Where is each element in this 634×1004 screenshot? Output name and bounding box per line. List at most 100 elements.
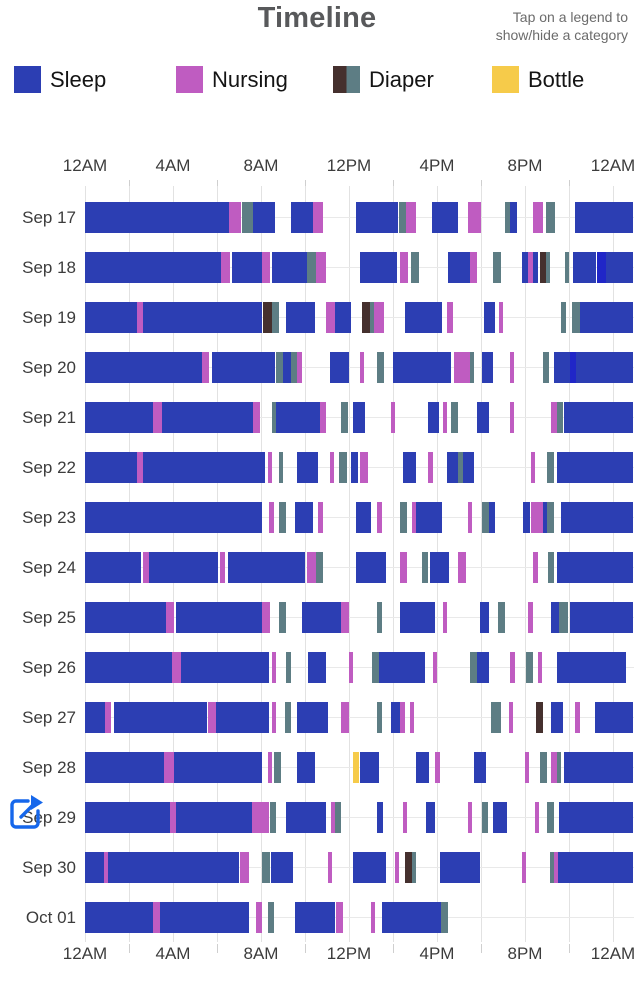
- segment-nursing[interactable]: [551, 402, 557, 433]
- segment-sleep[interactable]: [360, 252, 398, 283]
- segment-nursing[interactable]: [341, 602, 349, 633]
- segment-nursing[interactable]: [534, 802, 539, 833]
- segment-sleep[interactable]: [431, 202, 458, 233]
- segment-sleep[interactable]: [215, 702, 269, 733]
- segment-nursing[interactable]: [312, 202, 323, 233]
- segment-nursing[interactable]: [399, 252, 409, 283]
- segment-sleep[interactable]: [85, 802, 170, 833]
- segment-nursing[interactable]: [208, 702, 216, 733]
- segment-sleep[interactable]: [575, 352, 633, 383]
- segment-sleep[interactable]: [553, 352, 571, 383]
- segment-sleep[interactable]: [143, 452, 266, 483]
- segment-diaper[interactable]: [542, 352, 550, 383]
- segment-nursing[interactable]: [325, 302, 335, 333]
- segment-nursing[interactable]: [411, 502, 417, 533]
- segment-sleep[interactable]: [85, 402, 154, 433]
- segment-sleep[interactable]: [595, 702, 633, 733]
- segment-diaper[interactable]: [372, 652, 379, 683]
- segment-sleep[interactable]: [570, 602, 633, 633]
- segment-nursing[interactable]: [521, 852, 527, 883]
- segment-sleep[interactable]: [174, 752, 263, 783]
- segment-sleep[interactable]: [308, 652, 326, 683]
- segment-nursing[interactable]: [240, 852, 249, 883]
- segment-sleep[interactable]: [295, 502, 313, 533]
- segment-sleep[interactable]: [558, 852, 633, 883]
- segment-nursing[interactable]: [409, 702, 414, 733]
- segment-sleep[interactable]: [180, 652, 269, 683]
- segment-sleep[interactable]: [211, 352, 276, 383]
- segment-diaper_dirty[interactable]: [263, 302, 272, 333]
- segment-diaper[interactable]: [272, 402, 277, 433]
- segment-diaper[interactable]: [556, 402, 564, 433]
- segment-sleep[interactable]: [270, 852, 293, 883]
- segment-sleep[interactable]: [162, 402, 254, 433]
- segment-nursing[interactable]: [530, 452, 535, 483]
- segment-diaper[interactable]: [526, 652, 533, 683]
- segment-diaper[interactable]: [307, 252, 316, 283]
- segment-nursing[interactable]: [402, 802, 407, 833]
- segment-sleep[interactable]: [426, 802, 435, 833]
- segment-diaper[interactable]: [470, 352, 475, 383]
- segment-nursing[interactable]: [335, 902, 344, 933]
- segment-diaper[interactable]: [482, 802, 488, 833]
- share-export-button[interactable]: [6, 792, 46, 834]
- segment-sleep[interactable]: [448, 252, 470, 283]
- segment-sleep[interactable]: [143, 302, 263, 333]
- segment-sleep[interactable]: [574, 202, 633, 233]
- segment-sleep[interactable]: [378, 652, 425, 683]
- segment-sleep[interactable]: [563, 752, 633, 783]
- segment-diaper[interactable]: [272, 302, 279, 333]
- segment-sleep[interactable]: [272, 252, 308, 283]
- segment-diaper[interactable]: [545, 252, 551, 283]
- segment-diaper[interactable]: [399, 502, 408, 533]
- segment-nursing[interactable]: [395, 852, 400, 883]
- segment-sleep[interactable]: [551, 602, 560, 633]
- segment-diaper[interactable]: [547, 452, 554, 483]
- segment-sleep[interactable]: [430, 552, 450, 583]
- segment-sleep[interactable]: [580, 302, 633, 333]
- segment-sleep[interactable]: [355, 502, 371, 533]
- segment-sleep[interactable]: [561, 502, 633, 533]
- segment-sleep[interactable]: [85, 252, 222, 283]
- segment-sleep[interactable]: [85, 702, 105, 733]
- segment-sleep[interactable]: [474, 752, 487, 783]
- segment-diaper[interactable]: [561, 302, 566, 333]
- segment-sleep_overlap[interactable]: [570, 352, 576, 383]
- segment-sleep[interactable]: [176, 602, 263, 633]
- segment-nursing[interactable]: [428, 452, 433, 483]
- segment-sleep[interactable]: [85, 302, 137, 333]
- segment-nursing[interactable]: [574, 702, 580, 733]
- segment-nursing[interactable]: [446, 302, 454, 333]
- segment-sleep[interactable]: [232, 252, 263, 283]
- segment-nursing[interactable]: [320, 402, 326, 433]
- segment-sleep[interactable]: [556, 552, 633, 583]
- segment-nursing[interactable]: [268, 502, 275, 533]
- segment-nursing[interactable]: [143, 552, 149, 583]
- segment-sleep[interactable]: [286, 802, 326, 833]
- segment-nursing[interactable]: [272, 702, 277, 733]
- segment-nursing[interactable]: [399, 702, 406, 733]
- segment-diaper[interactable]: [556, 752, 562, 783]
- segment-nursing[interactable]: [530, 502, 543, 533]
- segment-sleep[interactable]: [521, 252, 529, 283]
- segment-sleep[interactable]: [295, 902, 335, 933]
- segment-sleep[interactable]: [393, 352, 452, 383]
- segment-nursing[interactable]: [442, 402, 447, 433]
- segment-nursing[interactable]: [390, 402, 395, 433]
- legend-item-diaper[interactable]: Diaper: [333, 66, 434, 93]
- segment-sleep[interactable]: [85, 202, 230, 233]
- segment-nursing[interactable]: [371, 902, 375, 933]
- segment-diaper[interactable]: [421, 552, 429, 583]
- segment-nursing[interactable]: [164, 752, 175, 783]
- segment-diaper_dirty[interactable]: [540, 252, 546, 283]
- segment-sleep[interactable]: [440, 852, 480, 883]
- segment-sleep[interactable]: [542, 502, 547, 533]
- segment-sleep[interactable]: [482, 352, 494, 383]
- segment-nursing[interactable]: [509, 352, 514, 383]
- segment-nursing[interactable]: [267, 452, 272, 483]
- segment-sleep[interactable]: [85, 652, 172, 683]
- segment-diaper[interactable]: [278, 502, 287, 533]
- segment-bottle[interactable]: [353, 752, 359, 783]
- segment-nursing[interactable]: [538, 652, 543, 683]
- segment-sleep[interactable]: [476, 652, 489, 683]
